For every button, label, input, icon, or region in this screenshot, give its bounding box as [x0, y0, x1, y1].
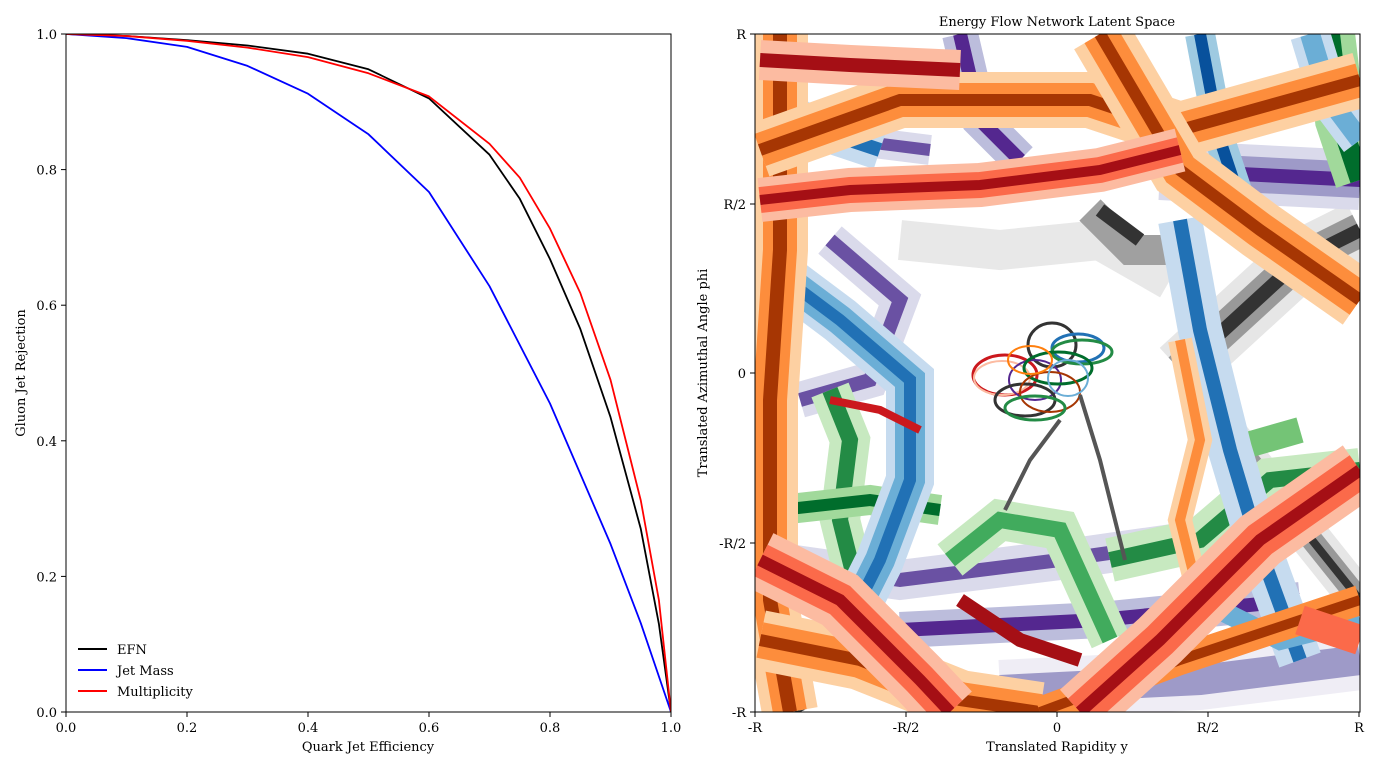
latent-x-ticks: -R -R/2 0 R/2 R [748, 712, 1365, 736]
roc-series-line-efn [66, 34, 671, 712]
roc-legend: EFN Jet Mass Multiplicity [78, 643, 194, 700]
latent-y-tick-label: R/2 [724, 198, 746, 213]
roc-y-tick-label: 0.2 [36, 570, 57, 585]
latent-x-tick-label: 0 [1053, 721, 1061, 736]
roc-x-ticks: 0.0 0.2 0.4 0.6 0.8 1.0 [56, 712, 682, 736]
roc-x-tick-label: 0.8 [540, 721, 561, 736]
latent-y-tick-label: -R/2 [719, 537, 746, 552]
latent-filters [755, 34, 1360, 712]
latent-space-chart: Energy Flow Network Latent Space [696, 15, 1365, 755]
roc-y-ticks: 0.0 0.2 0.4 0.6 0.8 1.0 [36, 28, 66, 721]
roc-y-tick-label: 1.0 [36, 28, 57, 43]
latent-x-tick-label: R [1354, 721, 1365, 736]
roc-y-axis-label: Gluon Jet Rejection [14, 309, 29, 437]
legend-label-efn: EFN [117, 643, 147, 658]
roc-series-line-multiplicity [66, 34, 671, 712]
roc-series-line-jet-mass [66, 34, 671, 712]
legend-label-multiplicity: Multiplicity [117, 685, 194, 700]
legend-label-jet-mass: Jet Mass [115, 664, 174, 679]
roc-x-tick-label: 0.0 [56, 721, 77, 736]
central-filter-cluster [971, 321, 1127, 561]
roc-x-tick-label: 0.4 [298, 721, 319, 736]
roc-chart: 0.0 0.2 0.4 0.6 0.8 1.0 0.0 0.2 0.4 0.6 0.8 1.0 Qu… [14, 28, 681, 755]
roc-series-group [66, 34, 671, 712]
latent-space-title: Energy Flow Network Latent Space [939, 15, 1176, 30]
roc-x-axis-label: Quark Jet Efficiency [302, 740, 435, 755]
latent-y-ticks: -R -R/2 0 R/2 R [719, 28, 755, 721]
latent-x-tick-label: -R/2 [893, 721, 920, 736]
roc-y-tick-label: 0.8 [36, 164, 57, 179]
latent-y-tick-label: R [736, 28, 747, 43]
roc-y-tick-label: 0.6 [36, 299, 57, 314]
roc-plot-frame [65, 33, 672, 713]
latent-x-tick-label: R/2 [1197, 721, 1219, 736]
latent-y-tick-label: -R [732, 706, 747, 721]
roc-y-tick-label: 0.0 [36, 706, 57, 721]
roc-y-tick-label: 0.4 [36, 435, 57, 450]
latent-y-tick-label: 0 [738, 367, 746, 382]
latent-x-axis-label: Translated Rapidity y [986, 740, 1128, 755]
roc-x-tick-label: 0.2 [177, 721, 198, 736]
latent-x-tick-label: -R [748, 721, 763, 736]
roc-x-tick-label: 0.6 [419, 721, 440, 736]
latent-y-axis-label: Translated Azimuthal Angle phi [696, 269, 711, 478]
roc-x-tick-label: 1.0 [661, 721, 682, 736]
